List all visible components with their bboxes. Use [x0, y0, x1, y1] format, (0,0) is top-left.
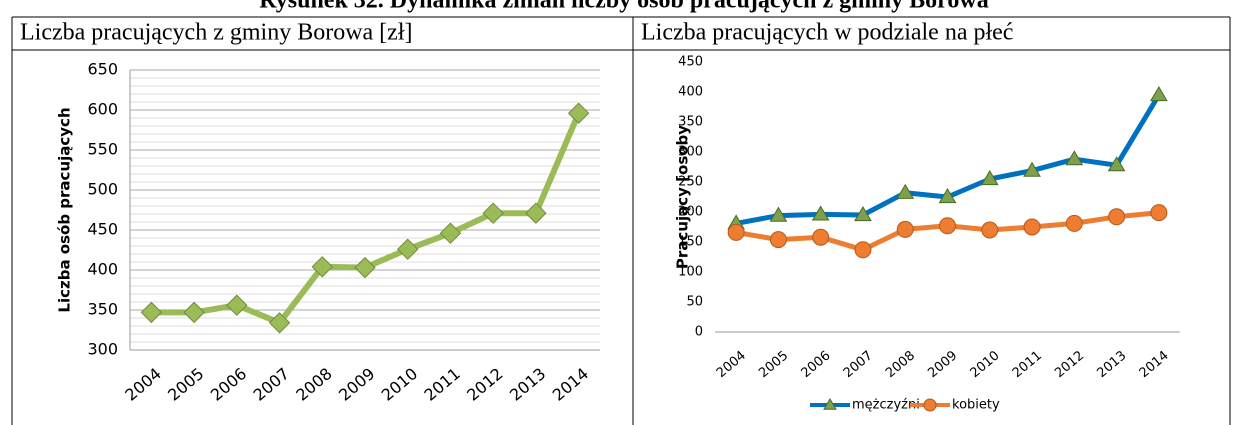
- marker: [939, 217, 956, 235]
- y-tick-label: 550: [87, 140, 118, 159]
- marker: [854, 241, 872, 259]
- x-tick-label: 2006: [207, 364, 250, 405]
- x-tick-label: 2008: [292, 364, 335, 405]
- x-tick-label: 2007: [250, 364, 293, 405]
- x-tick-label: 2011: [1010, 348, 1045, 381]
- chart-title: Liczba pracujących w podziale na płeć: [641, 20, 1013, 46]
- marker: [769, 231, 787, 249]
- marker: [981, 221, 999, 239]
- y-tick-label: 500: [87, 180, 118, 199]
- y-tick-label: 300: [678, 145, 703, 160]
- x-tick-label: 2008: [883, 348, 918, 381]
- x-tick-label: 2004: [121, 364, 164, 405]
- marker: [727, 223, 745, 241]
- marker: [1065, 214, 1083, 232]
- caption: Rysunek 32. Dynamika zmian liczby osób p…: [259, 0, 988, 14]
- marker: [923, 398, 937, 412]
- marker: [397, 238, 419, 260]
- x-tick-label: 2007: [841, 348, 876, 381]
- y-tick-label: 450: [678, 55, 703, 70]
- y-tick-label: 300: [87, 340, 118, 359]
- x-tick-label: 2013: [506, 364, 549, 405]
- y-tick-label: 150: [678, 235, 703, 250]
- marker: [812, 228, 830, 246]
- marker: [567, 102, 590, 124]
- x-tick-label: 2005: [164, 364, 207, 405]
- x-tick-label: 2009: [925, 348, 960, 381]
- marker: [980, 170, 999, 186]
- y-tick-label: 350: [678, 115, 703, 130]
- y-tick-label: 400: [87, 260, 118, 279]
- y-axis-label: Pracujący [osoby: [674, 125, 692, 269]
- marker: [811, 205, 830, 221]
- marker: [1108, 208, 1126, 226]
- marker: [854, 206, 872, 222]
- x-tick-label: 2012: [1052, 348, 1087, 381]
- y-tick-label: 0: [695, 325, 703, 340]
- marker: [896, 183, 915, 199]
- marker: [1107, 156, 1126, 172]
- y-tick-label: 100: [678, 265, 703, 280]
- x-tick-label: 2010: [968, 348, 1003, 381]
- y-tick-label: 600: [87, 100, 118, 119]
- marker: [1023, 161, 1041, 177]
- marker: [1149, 86, 1168, 102]
- marker: [226, 294, 248, 316]
- marker: [1150, 204, 1168, 222]
- marker: [525, 202, 547, 224]
- marker: [268, 312, 291, 334]
- x-tick-label: 2005: [756, 348, 791, 381]
- marker: [769, 206, 788, 222]
- marker: [183, 301, 205, 324]
- y-axis-label: Liczba osób pracujących: [56, 107, 74, 312]
- y-tick-label: 250: [678, 175, 703, 190]
- y-tick-label: 50: [686, 295, 703, 310]
- marker: [482, 202, 504, 224]
- x-tick-label: 2004: [714, 348, 749, 381]
- marker: [896, 220, 914, 238]
- x-tick-label: 2014: [1137, 348, 1172, 381]
- legend-label: mężczyźni: [852, 398, 920, 413]
- x-tick-label: 2013: [1094, 348, 1129, 381]
- y-tick-label: 450: [87, 220, 118, 239]
- marker: [439, 222, 462, 244]
- marker: [823, 398, 837, 410]
- y-tick-label: 400: [678, 85, 703, 100]
- x-tick-label: 2009: [335, 364, 378, 405]
- x-tick-label: 2011: [421, 364, 464, 405]
- y-tick-label: 350: [87, 300, 118, 319]
- marker: [311, 256, 333, 278]
- x-tick-label: 2012: [463, 364, 506, 405]
- legend-label: kobiety: [952, 398, 1000, 413]
- y-tick-label: 200: [678, 205, 703, 220]
- marker: [1065, 150, 1084, 166]
- y-tick-label: 650: [87, 60, 118, 79]
- line: [151, 112, 582, 326]
- marker: [1023, 218, 1041, 236]
- chart-title: Liczba pracujących z gminy Borowa [zł]: [20, 20, 412, 46]
- marker: [354, 256, 376, 279]
- line: [735, 93, 1162, 226]
- x-tick-label: 2014: [549, 364, 592, 405]
- marker: [938, 188, 957, 204]
- x-tick-label: 2010: [378, 364, 421, 405]
- x-tick-label: 2006: [799, 348, 834, 381]
- marker: [140, 301, 163, 324]
